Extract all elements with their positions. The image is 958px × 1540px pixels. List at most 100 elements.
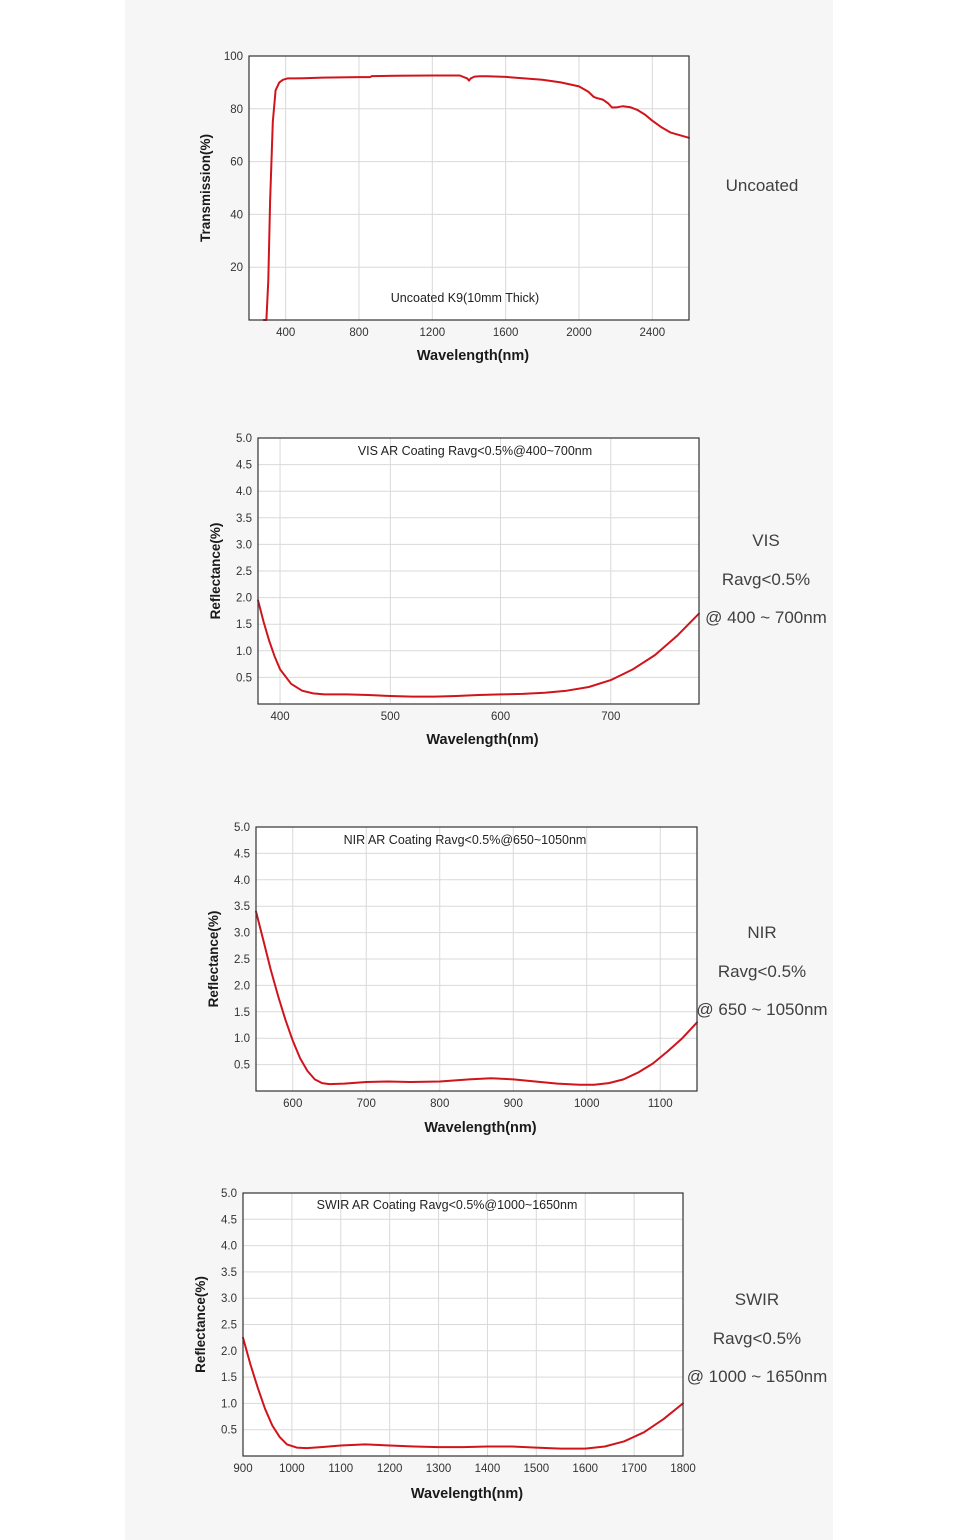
data-curve [255, 910, 698, 1086]
side-label-line: NIR [747, 923, 777, 942]
side-label-line: Ravg<0.5% [712, 1328, 802, 1348]
plot-area [249, 56, 689, 320]
x-tick-label: 700 [357, 1098, 376, 1110]
y-tick-label: 2.0 [234, 980, 250, 992]
chart-title: VIS AR Coating Ravg<0.5%@400~700nm [358, 444, 592, 458]
y-tick-label: 5.0 [236, 433, 252, 445]
y-axis-label: Reflectance(%) [193, 1276, 208, 1373]
x-tick-label: 1000 [574, 1098, 600, 1110]
side-label-vis: VIS Ravg<0.5% @ 400 ~ 700nm [700, 522, 832, 638]
y-tick-label: 0.5 [221, 1425, 237, 1437]
x-tick-label: 1200 [377, 1463, 403, 1475]
side-label-line: @ 400 ~ 700nm [705, 608, 827, 627]
x-tick-label: 500 [381, 711, 400, 723]
x-tick-label: 700 [601, 711, 620, 723]
y-tick-label: 3.0 [234, 928, 250, 940]
side-label-line: Uncoated [725, 176, 799, 195]
x-axis-label: Wavelength(nm) [411, 1486, 523, 1502]
y-tick-label: 4.5 [221, 1214, 237, 1226]
data-curve [242, 1336, 684, 1450]
side-label-line: Ravg<0.5% [721, 569, 811, 589]
y-tick-label: 80 [230, 104, 243, 116]
y-tick-label: 3.5 [234, 901, 250, 913]
side-label-line: @ 650 ~ 1050nm [696, 1000, 828, 1019]
x-tick-label: 1200 [420, 327, 446, 339]
side-label-nir: NIR Ravg<0.5% @ 650 ~ 1050nm [694, 914, 830, 1030]
side-label-line: VIS [752, 531, 780, 550]
y-tick-label: 1.0 [234, 1033, 250, 1045]
x-tick-label: 400 [270, 711, 289, 723]
y-tick-label: 2.5 [221, 1320, 237, 1332]
y-tick-label: 1.0 [236, 646, 252, 658]
chart-1: 0.5 1.0 1.5 2.0 2.5 3.0 3.5 4.0 4.5 5.0 400 500 600 7… [208, 433, 700, 748]
y-tick-label: 1.5 [221, 1372, 237, 1384]
y-tick-label: 5.0 [221, 1188, 237, 1200]
x-tick-label: 900 [233, 1463, 252, 1475]
y-axis-label: Reflectance(%) [208, 523, 223, 620]
x-tick-label: 1600 [572, 1463, 598, 1475]
side-label-line: Ravg<0.5% [717, 961, 807, 981]
x-tick-label: 1300 [426, 1463, 452, 1475]
y-axis-label: Reflectance(%) [206, 911, 221, 1008]
y-tick-label: 3.5 [236, 513, 252, 525]
x-tick-label: 600 [491, 711, 510, 723]
y-tick-label: 4.0 [221, 1241, 237, 1253]
x-tick-label: 1800 [670, 1463, 696, 1475]
plot-frame [248, 55, 690, 321]
chart-title: Uncoated K9(10mm Thick) [391, 291, 539, 305]
chart-title: SWIR AR Coating Ravg<0.5%@1000~1650nm [317, 1198, 578, 1212]
y-tick-label: 4.0 [234, 875, 250, 887]
y-tick-label: 0.5 [234, 1060, 250, 1072]
x-axis-label: Wavelength(nm) [424, 1120, 536, 1136]
x-tick-label: 2000 [566, 327, 592, 339]
y-tick-label: 2.0 [236, 593, 252, 605]
x-tick-label: 900 [504, 1098, 523, 1110]
y-tick-label: 4.5 [236, 460, 252, 472]
side-label-line: @ 1000 ~ 1650nm [686, 1367, 828, 1386]
x-tick-label: 1500 [524, 1463, 550, 1475]
x-tick-label: 2400 [640, 327, 666, 339]
y-tick-label: 40 [230, 209, 243, 221]
y-tick-label: 1.5 [236, 619, 252, 631]
y-tick-label: 0.5 [236, 672, 252, 684]
x-tick-label: 400 [276, 327, 295, 339]
y-tick-label: 4.5 [234, 848, 250, 860]
x-axis-label: Wavelength(nm) [417, 348, 529, 364]
x-axis-label: Wavelength(nm) [426, 732, 538, 748]
y-tick-label: 2.5 [236, 566, 252, 578]
side-label-swir: SWIR Ravg<0.5% @ 1000 ~ 1650nm [684, 1281, 830, 1397]
y-tick-label: 2.0 [221, 1346, 237, 1358]
plot-frame [255, 826, 698, 1092]
x-tick-label: 600 [283, 1098, 302, 1110]
x-tick-label: 800 [430, 1098, 449, 1110]
y-tick-label: 3.0 [236, 539, 252, 551]
chart-2: 0.5 1.0 1.5 2.0 2.5 3.0 3.5 4.0 4.5 5.0 600 700 800 9… [206, 822, 698, 1136]
x-tick-label: 1600 [493, 327, 519, 339]
y-tick-label: 20 [230, 262, 243, 274]
plot-frame [242, 1192, 684, 1457]
y-tick-label: 100 [224, 51, 243, 63]
x-tick-label: 1000 [279, 1463, 305, 1475]
y-tick-label: 60 [230, 157, 243, 169]
y-tick-label: 1.0 [221, 1398, 237, 1410]
side-label-line: SWIR [734, 1290, 780, 1309]
x-tick-label: 1400 [475, 1463, 501, 1475]
chart-title: NIR AR Coating Ravg<0.5%@650~1050nm [344, 833, 587, 847]
y-tick-label: 1.5 [234, 1007, 250, 1019]
data-curve [257, 599, 700, 698]
y-tick-label: 5.0 [234, 822, 250, 834]
x-tick-label: 800 [349, 327, 368, 339]
y-tick-label: 3.5 [221, 1267, 237, 1279]
y-tick-label: 3.0 [221, 1293, 237, 1305]
plot-frame [257, 437, 700, 705]
x-tick-label: 1700 [621, 1463, 647, 1475]
x-tick-label: 1100 [328, 1463, 353, 1475]
y-tick-label: 2.5 [234, 954, 250, 966]
chart-0: 20 40 60 80 100 400 800 1200 1600 2000 2400 Uncoate… [198, 51, 690, 364]
chart-3: 0.5 1.0 1.5 2.0 2.5 3.0 3.5 4.0 4.5 5.0 900 1000 110… [193, 1188, 696, 1502]
data-curve [262, 74, 690, 321]
y-axis-label: Transmission(%) [198, 134, 213, 242]
y-tick-label: 4.0 [236, 486, 252, 498]
side-label-uncoated: Uncoated [712, 176, 812, 196]
